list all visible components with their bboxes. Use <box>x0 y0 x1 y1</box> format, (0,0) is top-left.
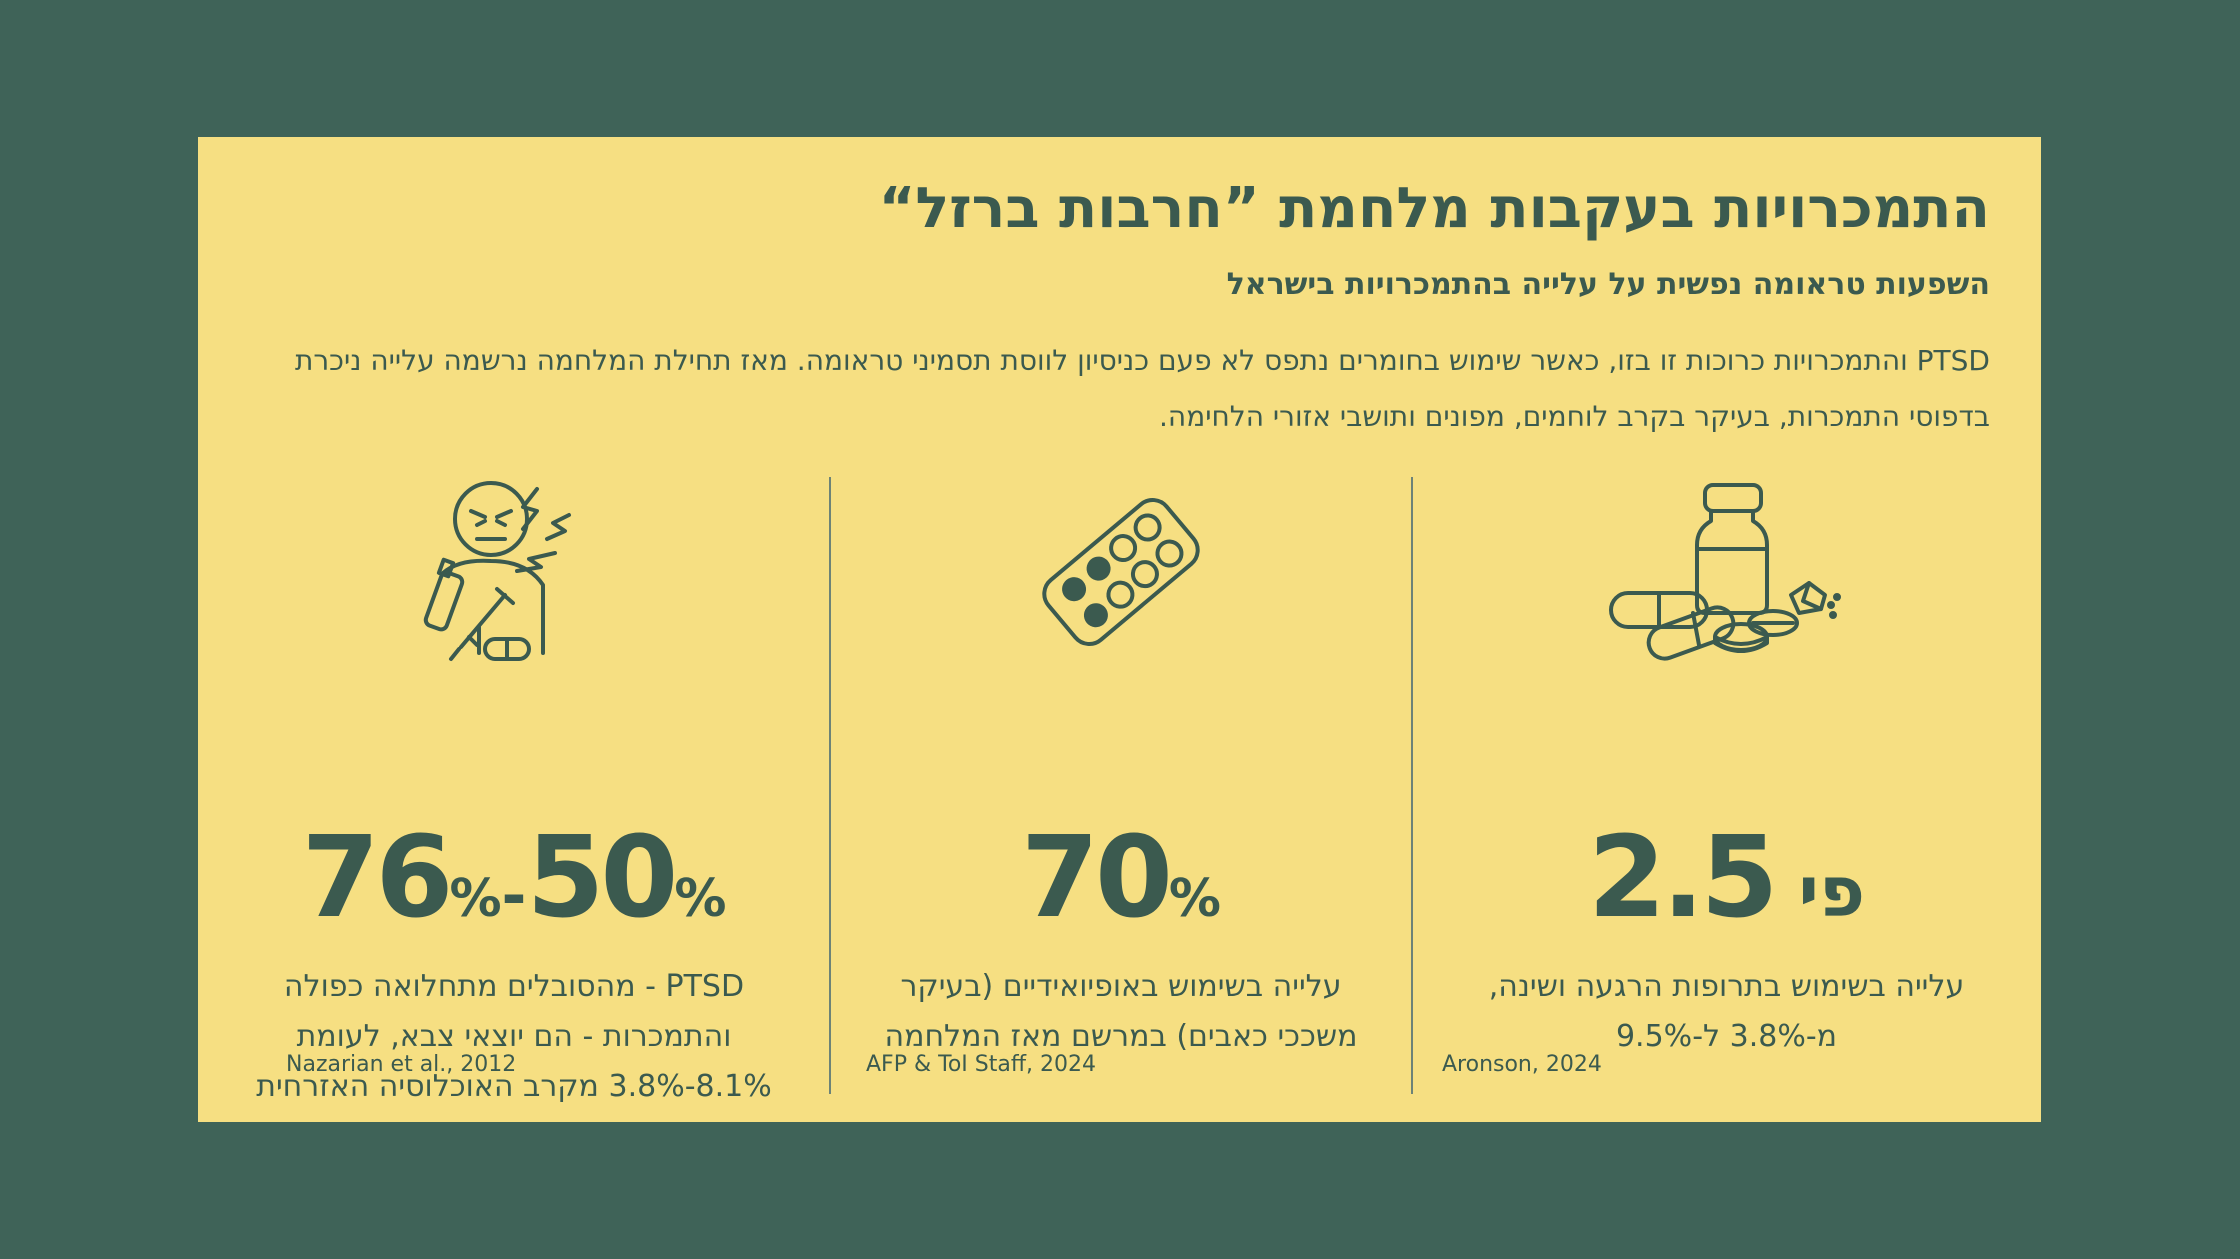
pill-bottle-capsules-icon <box>1608 483 1841 661</box>
stat-column-sedatives: 2.5 פי עלייה בשימוש בתרופות הרגעה ושינה, … <box>1412 477 2041 1087</box>
stat-value: 70 <box>1021 813 1173 943</box>
percent-sign: % <box>449 869 502 929</box>
range-dash: - <box>501 861 527 931</box>
stat-value-percent: 70% <box>830 822 1412 934</box>
column-divider <box>1411 477 1413 1094</box>
stat-source: Nazarian et al., 2012 <box>286 1052 517 1077</box>
column-divider <box>829 477 831 1094</box>
stat-value-range: 76%-50% <box>198 822 830 934</box>
stat-value-high: 76 <box>301 813 454 943</box>
intro-paragraph: PTSD והתמכרויות כרוכות זו בזו, כאשר שימו… <box>294 344 1990 434</box>
stressed-person-substances-icon <box>423 481 571 661</box>
header: התמכרויות בעקבות מלחמת ”חרבות ברזל“ השפע… <box>238 176 1990 445</box>
stat-description: עלייה בשימוש באופיואידיים (בעיקר משככי כ… <box>884 969 1358 1054</box>
stat-value: 2.5 <box>1587 813 1778 943</box>
stat-source: Aronson, 2024 <box>1442 1052 1602 1077</box>
multiplier-prefix: פי <box>1798 851 1866 933</box>
infographic-card: התמכרויות בעקבות מלחמת ”חרבות ברזל“ השפע… <box>198 137 2041 1122</box>
page-title: התמכרויות בעקבות מלחמת ”חרבות ברזל“ <box>878 176 1990 241</box>
page-subtitle: השפעות טראומה נפשית על עלייה בהתמכרויות … <box>1226 267 1990 303</box>
stat-description: עלייה בשימוש בתרופות הרגעה ושינה, מ-3.8%… <box>1488 969 1965 1054</box>
stat-value-low: 50 <box>526 813 678 943</box>
percent-sign: % <box>1168 869 1221 929</box>
percent-sign: % <box>674 869 727 929</box>
stat-source: AFP & ToI Staff, 2024 <box>866 1052 1096 1077</box>
stat-column-opioids: 70% עלייה בשימוש באופיואידיים (בעיקר משכ… <box>830 477 1412 1087</box>
pill-blister-pack-icon <box>1042 497 1200 647</box>
stat-column-ptsd: 76%-50% PTSD - מהסובלים מתחלואה כפולה וה… <box>198 477 830 1104</box>
stat-value-multiplier: 2.5 פי <box>1412 822 2041 934</box>
stat-description: PTSD - מהסובלים מתחלואה כפולה והתמכרות -… <box>256 969 772 1104</box>
